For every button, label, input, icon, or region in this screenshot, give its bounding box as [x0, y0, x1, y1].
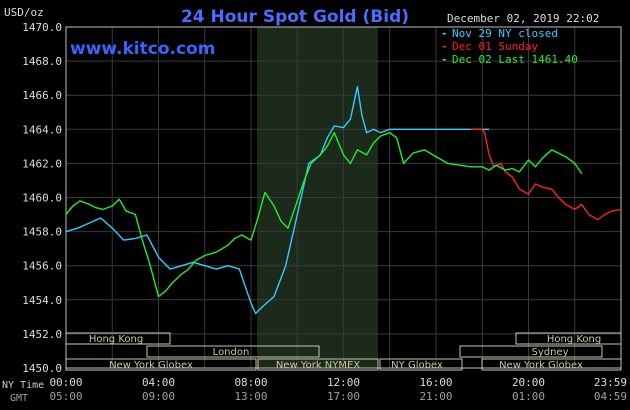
series-dec02-line — [65, 131, 583, 298]
session-label-new-york-nymex: New York NYMEX — [276, 360, 361, 371]
legend-entry-nov29: Nov 29 NY closed — [452, 27, 558, 40]
x-axis-ticks: 00:00 04:00 08:00 12:00 16:00 20:00 23:59 05:00… — [49, 376, 627, 403]
session-label-new-york-globex: New York Globex — [109, 360, 193, 371]
y-tick-label: 1468.0 — [22, 55, 62, 68]
x-tick-label-gmt: 04:59 — [594, 390, 627, 403]
y-tick-label: 1464.0 — [22, 123, 62, 136]
legend-bullet-dec01: - — [441, 40, 448, 53]
y-tick-label: 1452.0 — [22, 328, 62, 341]
y-tick-label: 1450.0 — [22, 362, 62, 375]
x-tick-label-gmt: 13:00 — [234, 390, 267, 403]
x-tick-label-gmt: 17:00 — [327, 390, 360, 403]
series-dec01-line — [470, 128, 622, 221]
x-tick-label-gmt: 09:00 — [142, 390, 175, 403]
x-tick-label-nytime: 23:59 — [594, 376, 627, 389]
session-label-hong-kong-2: Hong Kong — [547, 334, 601, 345]
chart-title: 24 Hour Spot Gold (Bid) — [181, 7, 409, 27]
x-tick-label-gmt: 21:00 — [419, 390, 452, 403]
y-tick-label: 1460.0 — [22, 192, 62, 205]
legend-bullet-dec02: - — [441, 53, 448, 66]
series-nov29-line — [65, 85, 490, 315]
watermark-text: www.kitco.com — [70, 39, 215, 59]
y-tick-label: 1470.0 — [22, 21, 62, 34]
x-tick-label-nytime: 12:00 — [327, 376, 360, 389]
legend-entry-dec02: Dec 02 Last 1461.40 — [452, 53, 578, 66]
x-tick-label-gmt: 01:00 — [512, 390, 545, 403]
legend: - Nov 29 NY closed - Dec 01 Sunday - Dec… — [441, 27, 578, 66]
plot-frame — [65, 26, 622, 369]
x-axis-row-label-nytime: NY Time — [2, 380, 44, 391]
y-tick-label: 1454.0 — [22, 294, 62, 307]
x-tick-label-nytime: 00:00 — [49, 376, 82, 389]
x-tick-label-nytime: 04:00 — [142, 376, 175, 389]
y-tick-label: 1462.0 — [22, 157, 62, 170]
price-series — [65, 85, 622, 315]
x-tick-label-nytime: 20:00 — [512, 376, 545, 389]
session-label-london: London — [213, 347, 250, 358]
y-tick-label: 1466.0 — [22, 89, 62, 102]
session-label-new-york-globex-2: New York Globex — [499, 360, 583, 371]
x-tick-label-nytime: 16:00 — [419, 376, 452, 389]
chart-timestamp: December 02, 2019 22:02 — [447, 12, 599, 25]
session-label-hong-kong: Hong Kong — [89, 334, 143, 345]
y-axis-ticks: 1470.0 1468.0 1466.0 1464.0 1462.0 1460.0 1458… — [22, 21, 62, 375]
session-label-ny-globex: NY Globex — [391, 360, 443, 371]
session-bands: Hong Kong London New York Globex New Yor… — [65, 332, 622, 371]
x-tick-label-gmt: 05:00 — [49, 390, 82, 403]
y-tick-label: 1458.0 — [22, 226, 62, 239]
session-label-sydney: Sydney — [531, 347, 568, 358]
y-axis-label: USD/oz — [4, 6, 44, 19]
x-axis-row-label-gmt: GMT — [10, 393, 28, 404]
y-tick-label: 1456.0 — [22, 260, 62, 273]
x-tick-label-nytime: 08:00 — [234, 376, 267, 389]
legend-entry-dec01: Dec 01 Sunday — [452, 40, 538, 53]
legend-bullet-nov29: - — [441, 27, 448, 40]
